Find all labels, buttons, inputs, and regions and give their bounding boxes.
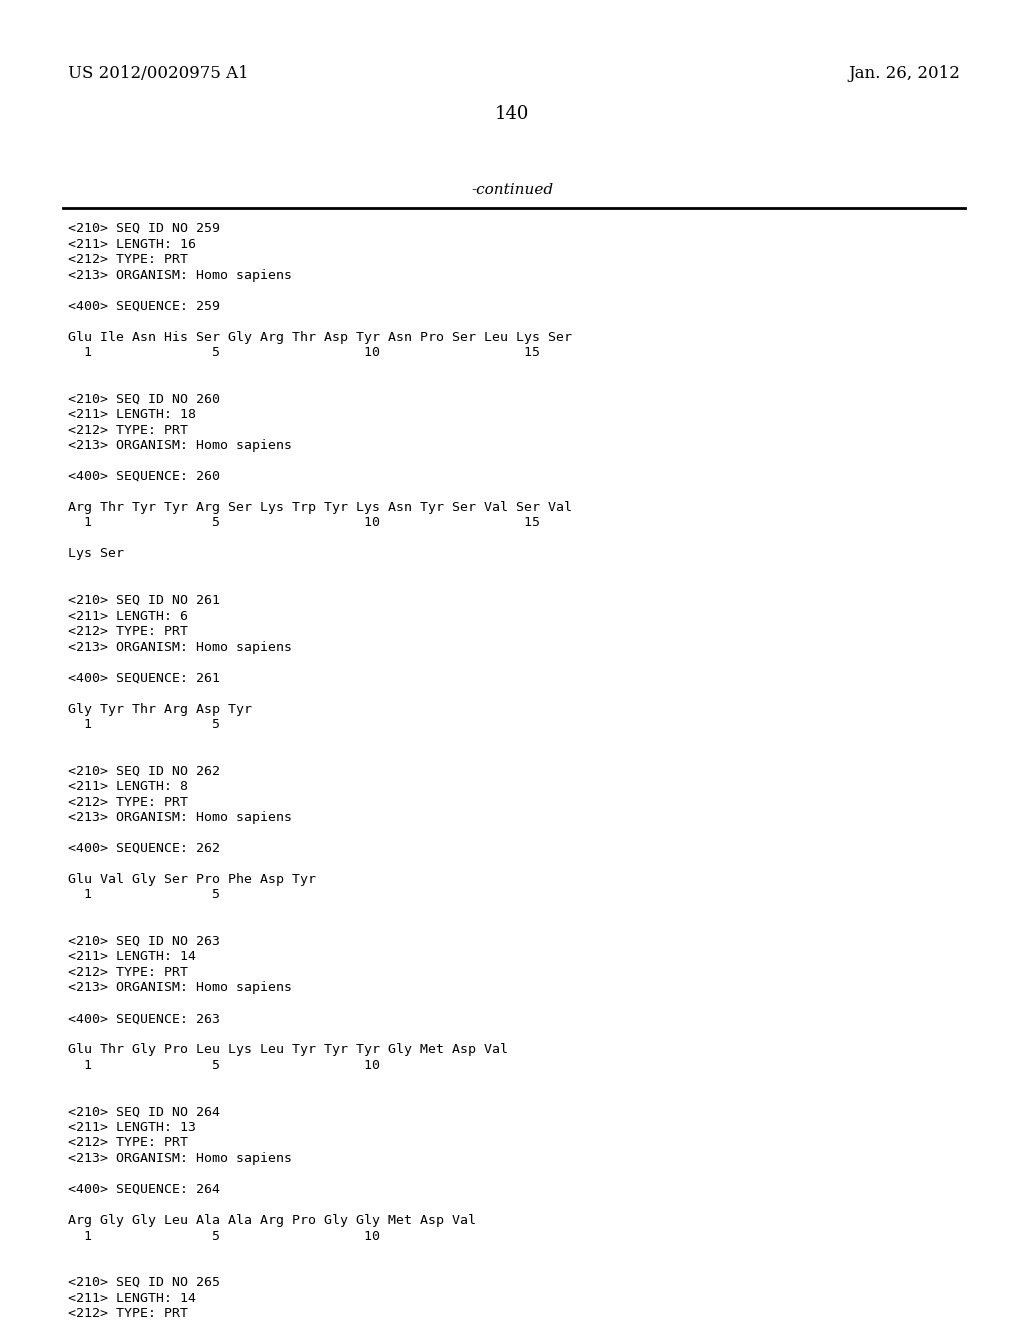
Text: <212> TYPE: PRT: <212> TYPE: PRT: [68, 796, 188, 808]
Text: <210> SEQ ID NO 263: <210> SEQ ID NO 263: [68, 935, 220, 948]
Text: Arg Gly Gly Leu Ala Ala Arg Pro Gly Gly Met Asp Val: Arg Gly Gly Leu Ala Ala Arg Pro Gly Gly …: [68, 1214, 476, 1228]
Text: <213> ORGANISM: Homo sapiens: <213> ORGANISM: Homo sapiens: [68, 440, 292, 451]
Text: 1               5: 1 5: [68, 718, 220, 731]
Text: <210> SEQ ID NO 261: <210> SEQ ID NO 261: [68, 594, 220, 607]
Text: <210> SEQ ID NO 265: <210> SEQ ID NO 265: [68, 1276, 220, 1290]
Text: <211> LENGTH: 14: <211> LENGTH: 14: [68, 1291, 196, 1304]
Text: <211> LENGTH: 6: <211> LENGTH: 6: [68, 610, 188, 623]
Text: <213> ORGANISM: Homo sapiens: <213> ORGANISM: Homo sapiens: [68, 810, 292, 824]
Text: <210> SEQ ID NO 264: <210> SEQ ID NO 264: [68, 1106, 220, 1118]
Text: 1               5: 1 5: [68, 888, 220, 902]
Text: <213> ORGANISM: Homo sapiens: <213> ORGANISM: Homo sapiens: [68, 1152, 292, 1166]
Text: Glu Ile Asn His Ser Gly Arg Thr Asp Tyr Asn Pro Ser Leu Lys Ser: Glu Ile Asn His Ser Gly Arg Thr Asp Tyr …: [68, 330, 572, 343]
Text: <400> SEQUENCE: 263: <400> SEQUENCE: 263: [68, 1012, 220, 1026]
Text: Glu Thr Gly Pro Leu Lys Leu Tyr Tyr Tyr Gly Met Asp Val: Glu Thr Gly Pro Leu Lys Leu Tyr Tyr Tyr …: [68, 1044, 508, 1056]
Text: <400> SEQUENCE: 260: <400> SEQUENCE: 260: [68, 470, 220, 483]
Text: Arg Thr Tyr Tyr Arg Ser Lys Trp Tyr Lys Asn Tyr Ser Val Ser Val: Arg Thr Tyr Tyr Arg Ser Lys Trp Tyr Lys …: [68, 502, 572, 513]
Text: <400> SEQUENCE: 261: <400> SEQUENCE: 261: [68, 672, 220, 685]
Text: 140: 140: [495, 106, 529, 123]
Text: <213> ORGANISM: Homo sapiens: <213> ORGANISM: Homo sapiens: [68, 982, 292, 994]
Text: 1               5                  10: 1 5 10: [68, 1059, 380, 1072]
Text: 1               5                  10: 1 5 10: [68, 1229, 380, 1242]
Text: <400> SEQUENCE: 259: <400> SEQUENCE: 259: [68, 300, 220, 313]
Text: <211> LENGTH: 18: <211> LENGTH: 18: [68, 408, 196, 421]
Text: <212> TYPE: PRT: <212> TYPE: PRT: [68, 1307, 188, 1320]
Text: <211> LENGTH: 13: <211> LENGTH: 13: [68, 1121, 196, 1134]
Text: <213> ORGANISM: Homo sapiens: <213> ORGANISM: Homo sapiens: [68, 640, 292, 653]
Text: <210> SEQ ID NO 260: <210> SEQ ID NO 260: [68, 392, 220, 405]
Text: <212> TYPE: PRT: <212> TYPE: PRT: [68, 624, 188, 638]
Text: Gly Tyr Thr Arg Asp Tyr: Gly Tyr Thr Arg Asp Tyr: [68, 702, 252, 715]
Text: <212> TYPE: PRT: <212> TYPE: PRT: [68, 966, 188, 979]
Text: <210> SEQ ID NO 262: <210> SEQ ID NO 262: [68, 764, 220, 777]
Text: <400> SEQUENCE: 264: <400> SEQUENCE: 264: [68, 1183, 220, 1196]
Text: Lys Ser: Lys Ser: [68, 548, 124, 561]
Text: -continued: -continued: [471, 183, 553, 197]
Text: <212> TYPE: PRT: <212> TYPE: PRT: [68, 253, 188, 267]
Text: 1               5                  10                  15: 1 5 10 15: [68, 516, 540, 529]
Text: Jan. 26, 2012: Jan. 26, 2012: [848, 65, 961, 82]
Text: <212> TYPE: PRT: <212> TYPE: PRT: [68, 1137, 188, 1150]
Text: Glu Val Gly Ser Pro Phe Asp Tyr: Glu Val Gly Ser Pro Phe Asp Tyr: [68, 873, 316, 886]
Text: 1               5                  10                  15: 1 5 10 15: [68, 346, 540, 359]
Text: <212> TYPE: PRT: <212> TYPE: PRT: [68, 424, 188, 437]
Text: <213> ORGANISM: Homo sapiens: <213> ORGANISM: Homo sapiens: [68, 268, 292, 281]
Text: <211> LENGTH: 14: <211> LENGTH: 14: [68, 950, 196, 964]
Text: <211> LENGTH: 8: <211> LENGTH: 8: [68, 780, 188, 793]
Text: <210> SEQ ID NO 259: <210> SEQ ID NO 259: [68, 222, 220, 235]
Text: <211> LENGTH: 16: <211> LENGTH: 16: [68, 238, 196, 251]
Text: US 2012/0020975 A1: US 2012/0020975 A1: [68, 65, 249, 82]
Text: <400> SEQUENCE: 262: <400> SEQUENCE: 262: [68, 842, 220, 855]
